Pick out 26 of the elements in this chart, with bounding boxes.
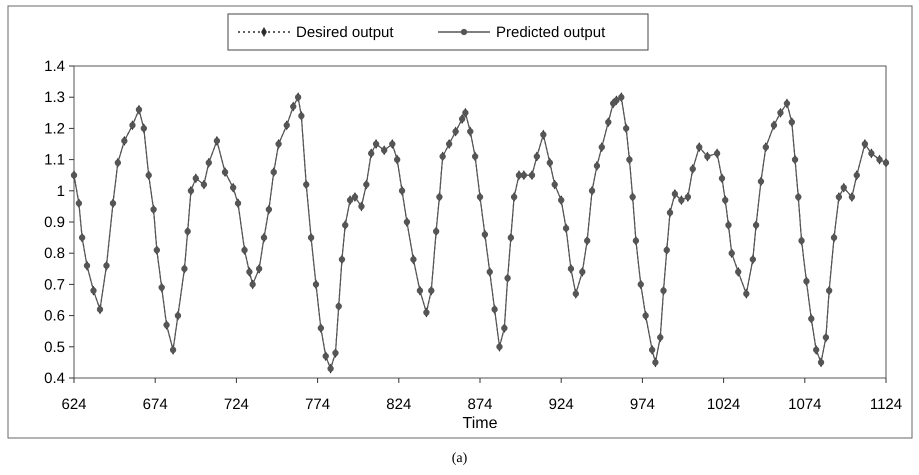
x-tick-label: 1074 [788,396,822,413]
y-tick-label: 0.9 [44,214,65,231]
x-tick-label: 724 [224,396,249,413]
x-tick-label: 1124 [870,396,902,413]
legend-label: Predicted output [496,24,606,41]
y-tick-label: 0.7 [44,276,65,294]
text: (a) [452,451,468,466]
x-tick-label: 624 [61,396,87,413]
y-tick-label: 0.4 [44,370,65,387]
y-tick-label: 1.2 [44,120,65,138]
x-tick-label: 924 [548,396,574,413]
x-tick-label: 674 [142,396,168,413]
y-tick-label: 0.5 [44,338,65,356]
legend-label: Desired output [296,24,394,41]
x-tick-label: 774 [305,396,330,413]
y-tick-label: 1.1 [44,152,65,169]
x-tick-label: 974 [630,396,655,413]
x-tick-label: 824 [386,396,412,413]
x-tick-label: 1024 [706,396,740,413]
y-tick-label: 0.6 [44,308,65,325]
y-tick-label: 1.3 [44,89,65,106]
x-axis-title: Time [462,415,498,432]
y-tick-label: 0.8 [44,245,65,262]
y-tick-label: 1 [56,182,65,200]
y-tick-label: 1.4 [44,58,65,75]
x-tick-label: 874 [467,396,493,413]
